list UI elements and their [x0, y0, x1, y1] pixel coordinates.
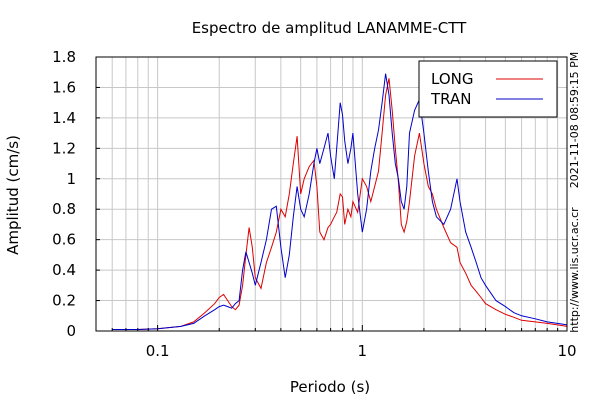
legend-label-long: LONG [431, 70, 473, 88]
axis-ticks: 0 0.2 0.4 0.6 0.8 1 1.2 1.4 1.6 1.8 0.1 1 10 [52, 48, 576, 360]
x-tick-label: 0.1 [146, 342, 170, 360]
y-tick-label: 1.6 [52, 78, 76, 96]
chart-series [112, 73, 568, 330]
series-line-long [112, 78, 568, 330]
y-tick-label: 1.4 [52, 109, 76, 127]
y-tick-label: 1 [66, 170, 76, 188]
source-url-label: http://www.lis.ucr.ac.cr [568, 207, 581, 333]
y-tick-label: 1.2 [52, 139, 76, 157]
plot-frame [95, 56, 568, 332]
y-axis-label: Amplitud (cm/s) [4, 135, 22, 255]
chart-title: Espectro de amplitud LANAMME-CTT [192, 19, 467, 37]
x-tick-label: 10 [557, 342, 576, 360]
y-tick-label: 0.8 [52, 200, 76, 218]
y-tick-label: 1.8 [52, 48, 76, 66]
legend: LONG TRAN [418, 60, 558, 118]
x-tick-label: 1 [358, 342, 368, 360]
series-line-tran [112, 73, 568, 330]
x-axis-label: Periodo (s) [290, 378, 370, 396]
y-tick-label: 0.2 [52, 292, 76, 310]
timestamp-label: 2021-11-08 08:59:15 PM [568, 52, 581, 188]
y-tick-label: 0 [66, 322, 76, 340]
y-tick-label: 0.4 [52, 261, 76, 279]
legend-label-tran: TRAN [430, 90, 471, 108]
y-tick-label: 0.6 [52, 231, 76, 249]
legend-box [418, 60, 558, 118]
